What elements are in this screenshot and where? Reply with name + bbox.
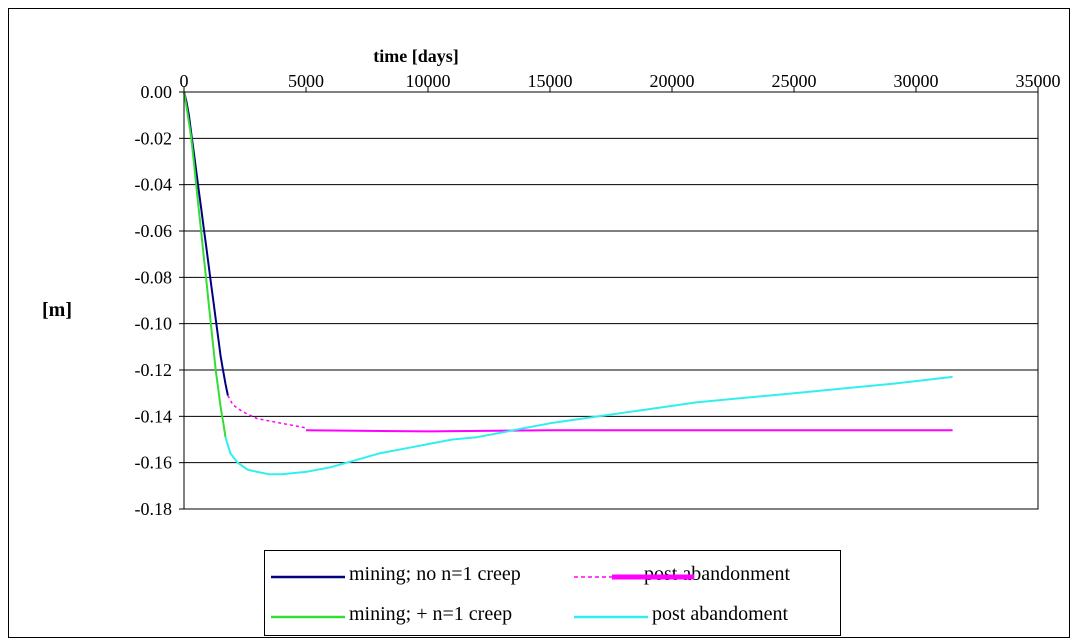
line-chart: time [days] [m] 0 5000 10000 15000 20000 2500…: [42, 46, 1061, 519]
y-tick-labels: 0.00 -0.02 -0.04 -0.06 -0.08 -0.10 -0.12 -0.14 -…: [135, 82, 173, 519]
x-tick-label: 0: [180, 71, 189, 91]
legend-item-mining-no-creep: mining; no n=1 creep: [271, 561, 521, 587]
series-line-4: [224, 375, 953, 476]
series-line-1: [183, 91, 227, 438]
x-axis-label: time [days]: [373, 46, 458, 66]
series-lines: [183, 91, 953, 476]
y-tick-label: -0.12: [135, 360, 173, 380]
legend-swatch: [574, 607, 648, 621]
legend-item-post-abandoment: post abandoment: [574, 601, 788, 627]
y-tick-label: -0.14: [135, 406, 173, 426]
y-tick-label: -0.04: [135, 175, 173, 195]
y-axis-label: [m]: [42, 299, 72, 321]
legend-swatch: [574, 567, 694, 581]
gridlines: [179, 91, 1038, 510]
y-tick-label: -0.06: [135, 221, 173, 241]
legend-item-post-abandonment: post abandonment: [574, 561, 790, 587]
legend-item-mining-plus-creep: mining; + n=1 creep: [271, 601, 512, 627]
x-tick-label: 5000: [288, 71, 324, 91]
x-tick-label: 30000: [894, 71, 939, 91]
x-tick-label: 20000: [650, 71, 695, 91]
x-tick-label: 25000: [772, 71, 817, 91]
y-tick-label: -0.02: [135, 128, 173, 148]
series-line-2: [227, 395, 307, 429]
legend-swatch: [271, 607, 345, 621]
y-tick-label: -0.18: [135, 499, 173, 519]
chart-frame: time [days] [m] 0 5000 10000 15000 20000 2500…: [8, 8, 1070, 638]
plot-area-border: [183, 91, 1039, 510]
y-tick-label: -0.16: [135, 453, 173, 473]
series-line-3: [305, 429, 953, 433]
x-tick-labels: 0 5000 10000 15000 20000 25000 30000 35000: [180, 71, 1061, 92]
legend-label: mining; no n=1 creep: [349, 562, 521, 585]
legend: mining; no n=1 creep post abandonment mi…: [264, 550, 841, 636]
y-tick-label: 0.00: [141, 82, 173, 102]
legend-label: post abandoment: [652, 602, 789, 625]
x-tick-label: 15000: [528, 71, 573, 91]
x-tick-label: 35000: [1016, 71, 1061, 91]
x-tick-label: 10000: [406, 71, 451, 91]
y-tick-label: -0.10: [135, 314, 173, 334]
y-tick-label: -0.08: [135, 267, 173, 287]
legend-swatch: [271, 567, 345, 581]
legend-label: mining; + n=1 creep: [349, 602, 513, 625]
